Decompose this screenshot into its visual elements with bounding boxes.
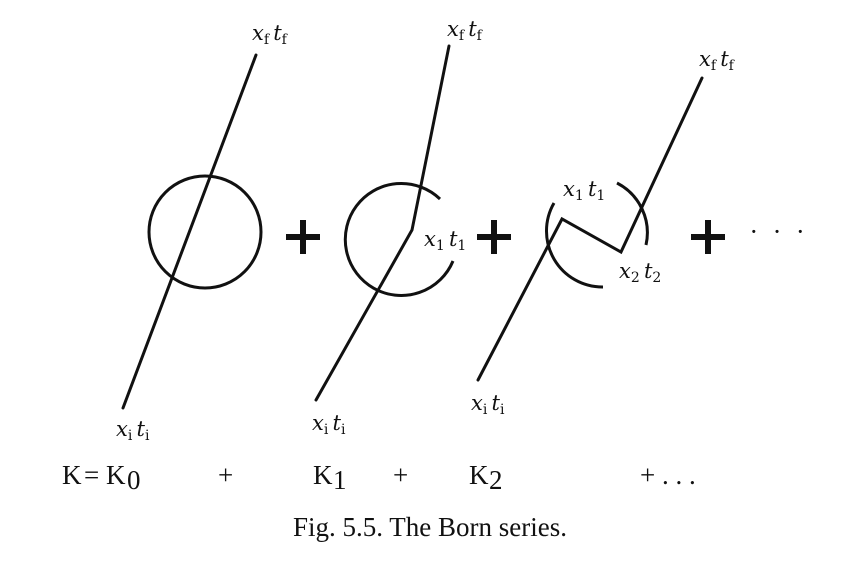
eq-term-k2: K (469, 460, 489, 490)
d2-potential-arc-right (616, 181, 649, 246)
eq-plus-2: + (393, 460, 408, 490)
equation-row: K = K 0 + K 1 + K 2 + . . . (62, 460, 696, 495)
diagram-second-order: xf tf x1 t1 x2 t2 xi ti (471, 47, 736, 418)
diagram-first-order: xf tf x1 t1 xi ti (312, 17, 484, 438)
particle-path (121, 53, 258, 410)
potential-region-circle (147, 174, 263, 290)
d2-potential-arc-left (545, 202, 604, 289)
d0-final-label: xf tf (252, 21, 289, 48)
series-ellipsis: · · · (750, 218, 808, 246)
d2-vertex1-text: x1 t1 (563, 177, 605, 204)
d1-vertex-text: x1 t1 (424, 227, 466, 254)
d2-initial-text: xi ti (471, 391, 505, 418)
eq-equals: = (84, 460, 99, 490)
d0-initial-label: xi ti (116, 417, 150, 444)
plus-sign-2 (477, 220, 511, 254)
plus-sign-3 (691, 220, 725, 254)
eq-sub-2: 2 (489, 465, 503, 495)
d2-final-text: xf tf (699, 47, 736, 74)
d1-final-text: xf tf (447, 17, 484, 44)
eq-plus-1: + (218, 460, 233, 490)
eq-sub-1: 1 (333, 465, 347, 495)
eq-term-k0: K (106, 460, 126, 490)
d1-potential-circle (343, 181, 455, 297)
d2-particle-path (476, 76, 704, 382)
d0-final-text: xf tf (252, 21, 289, 48)
diagram-free (121, 53, 263, 410)
d2-vertex2-text: x2 t2 (619, 259, 661, 286)
figure-caption: Fig. 5.5. The Born series. (293, 512, 567, 542)
d0-initial-text: xi ti (116, 417, 150, 444)
eq-lhs: K (62, 460, 82, 490)
d1-initial-text: xi ti (312, 411, 346, 438)
eq-tail: + . . . (640, 460, 696, 490)
d1-particle-path (314, 44, 451, 402)
eq-term-k1: K (313, 460, 333, 490)
eq-sub-0: 0 (127, 465, 141, 495)
plus-sign-1 (286, 220, 320, 254)
